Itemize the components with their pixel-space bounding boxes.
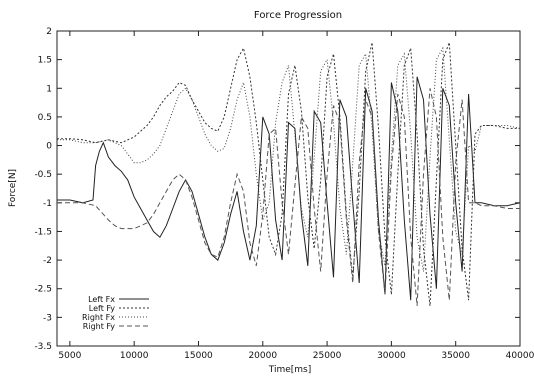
y-tick-label: -1.5 [34, 227, 52, 237]
series-line-left-fy [57, 42, 520, 306]
y-tick-label: 0 [46, 142, 52, 152]
x-axis-label: Time[ms] [268, 365, 312, 375]
y-tick-label: -2.5 [34, 285, 52, 295]
x-tick-label: 5000 [58, 351, 81, 361]
legend-label: Right Fx [82, 313, 115, 322]
x-tick-label: 30000 [377, 351, 406, 361]
chart-title: Force Progression [254, 10, 342, 21]
y-tick-label: -2 [43, 256, 52, 266]
y-tick-label: -3.5 [34, 342, 52, 352]
series-line-right-fy [57, 88, 520, 306]
y-tick-label: -3 [43, 313, 52, 323]
y-tick-label: 1.5 [38, 56, 52, 66]
plot-frame [56, 30, 521, 347]
x-tick-label: 35000 [441, 351, 470, 361]
y-tick-label: -1 [43, 199, 52, 209]
x-tick-label: 25000 [313, 351, 342, 361]
x-tick-label: 20000 [248, 351, 277, 361]
y-axis-label: Force[N] [8, 169, 18, 207]
x-tick-label: 15000 [184, 351, 213, 361]
legend-label: Right Fy [83, 322, 115, 331]
plot-area: -3.5 -3 -2.5 -2 -1.5 -1 -0.5 0 0.5 1 1.5 2 5000 1000… [34, 27, 534, 361]
legend-label: Left Fy [89, 304, 115, 313]
series-lines [57, 42, 521, 306]
x-axis-ticks: 5000 10000 15000 20000 25000 30000 35000 40000 [58, 31, 534, 361]
y-tick-label: -0.5 [34, 170, 52, 180]
series-line-left-fx [57, 76, 521, 301]
x-tick-label: 10000 [120, 351, 149, 361]
legend-label: Left Fx [88, 295, 115, 304]
series-line-right-fx [57, 46, 521, 272]
y-tick-label: 2 [46, 27, 52, 37]
y-tick-label: 1 [46, 84, 52, 94]
x-tick-label: 40000 [506, 351, 534, 361]
y-axis-ticks: -3.5 -3 -2.5 -2 -1.5 -1 -0.5 0 0.5 1 1.5 2 [34, 27, 520, 352]
y-tick-label: 0.5 [38, 113, 52, 123]
